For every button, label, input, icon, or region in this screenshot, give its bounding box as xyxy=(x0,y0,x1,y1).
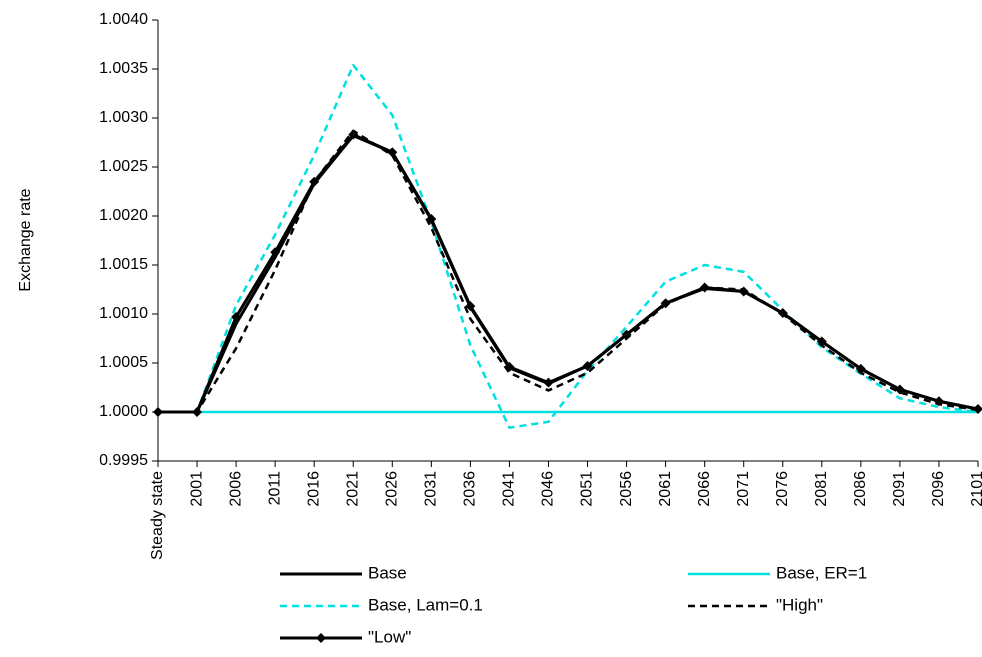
y-tick-label: 1.0020 xyxy=(99,207,148,224)
y-tick-label: 1.0010 xyxy=(99,305,148,322)
legend-label: "Low" xyxy=(368,627,411,646)
point-marker xyxy=(426,213,437,224)
x-tick-label: 2076 xyxy=(774,471,791,507)
y-tick-label: 1.0000 xyxy=(99,403,148,420)
x-tick-label: 2066 xyxy=(696,471,713,507)
y-tick-label: 1.0015 xyxy=(99,256,148,273)
x-tick-label: 2061 xyxy=(657,471,674,507)
x-tick-label: Steady state xyxy=(149,471,166,560)
point-marker xyxy=(504,361,515,372)
legend-label: Base, ER=1 xyxy=(776,563,867,582)
x-tick-label: 2101 xyxy=(969,471,982,507)
x-tick-label: 2051 xyxy=(579,471,596,507)
y-tick-label: 0.9995 xyxy=(99,452,148,469)
point-marker xyxy=(192,407,203,417)
x-tick-label: 2086 xyxy=(852,471,869,507)
point-marker xyxy=(816,336,827,347)
point-marker xyxy=(660,298,671,309)
point-marker xyxy=(231,311,242,322)
x-tick-label: 2091 xyxy=(891,471,908,507)
point-marker xyxy=(387,147,398,158)
x-tick-label: 2031 xyxy=(423,471,440,507)
x-tick-label: 2001 xyxy=(188,471,205,507)
legend-label: Base, Lam=0.1 xyxy=(368,595,483,614)
point-marker xyxy=(699,282,710,293)
point-marker xyxy=(465,301,476,312)
legend-label: "High" xyxy=(776,595,823,614)
y-tick-label: 1.0035 xyxy=(99,60,148,77)
point-marker xyxy=(621,329,632,340)
point-marker xyxy=(270,247,281,258)
series-line xyxy=(158,129,979,414)
point-marker xyxy=(153,407,163,417)
point-marker xyxy=(933,396,944,407)
y-tick-label: 1.0005 xyxy=(99,354,148,371)
point-marker xyxy=(894,384,905,395)
x-tick-label: 2046 xyxy=(540,471,557,507)
series-line xyxy=(158,133,979,414)
x-tick-label: 2071 xyxy=(735,471,752,507)
x-tick-label: 2096 xyxy=(930,471,947,507)
x-tick-label: 2016 xyxy=(305,471,322,507)
x-tick-label: 2011 xyxy=(266,471,283,506)
legend-marker xyxy=(316,633,326,643)
legend-label: Base xyxy=(368,563,407,582)
x-tick-label: 2081 xyxy=(813,471,830,507)
x-tick-label: 2041 xyxy=(501,471,518,507)
x-tick-label: 2021 xyxy=(344,471,361,507)
point-marker xyxy=(582,360,593,371)
point-marker xyxy=(777,308,788,319)
y-tick-label: 1.0040 xyxy=(99,11,148,28)
point-marker xyxy=(973,404,982,415)
point-marker xyxy=(309,176,320,187)
point-marker xyxy=(543,377,554,388)
x-tick-label: 2026 xyxy=(384,471,401,507)
x-tick-label: 2056 xyxy=(618,471,635,507)
point-marker xyxy=(348,129,359,140)
point-marker xyxy=(855,363,866,374)
x-tick-label: 2006 xyxy=(227,471,244,507)
y-axis-label: Exchange rate xyxy=(17,188,34,291)
y-tick-label: 1.0030 xyxy=(99,109,148,126)
x-tick-label: 2036 xyxy=(462,471,479,507)
y-tick-label: 1.0025 xyxy=(99,158,148,175)
series-line xyxy=(158,134,979,414)
point-marker xyxy=(738,286,749,297)
